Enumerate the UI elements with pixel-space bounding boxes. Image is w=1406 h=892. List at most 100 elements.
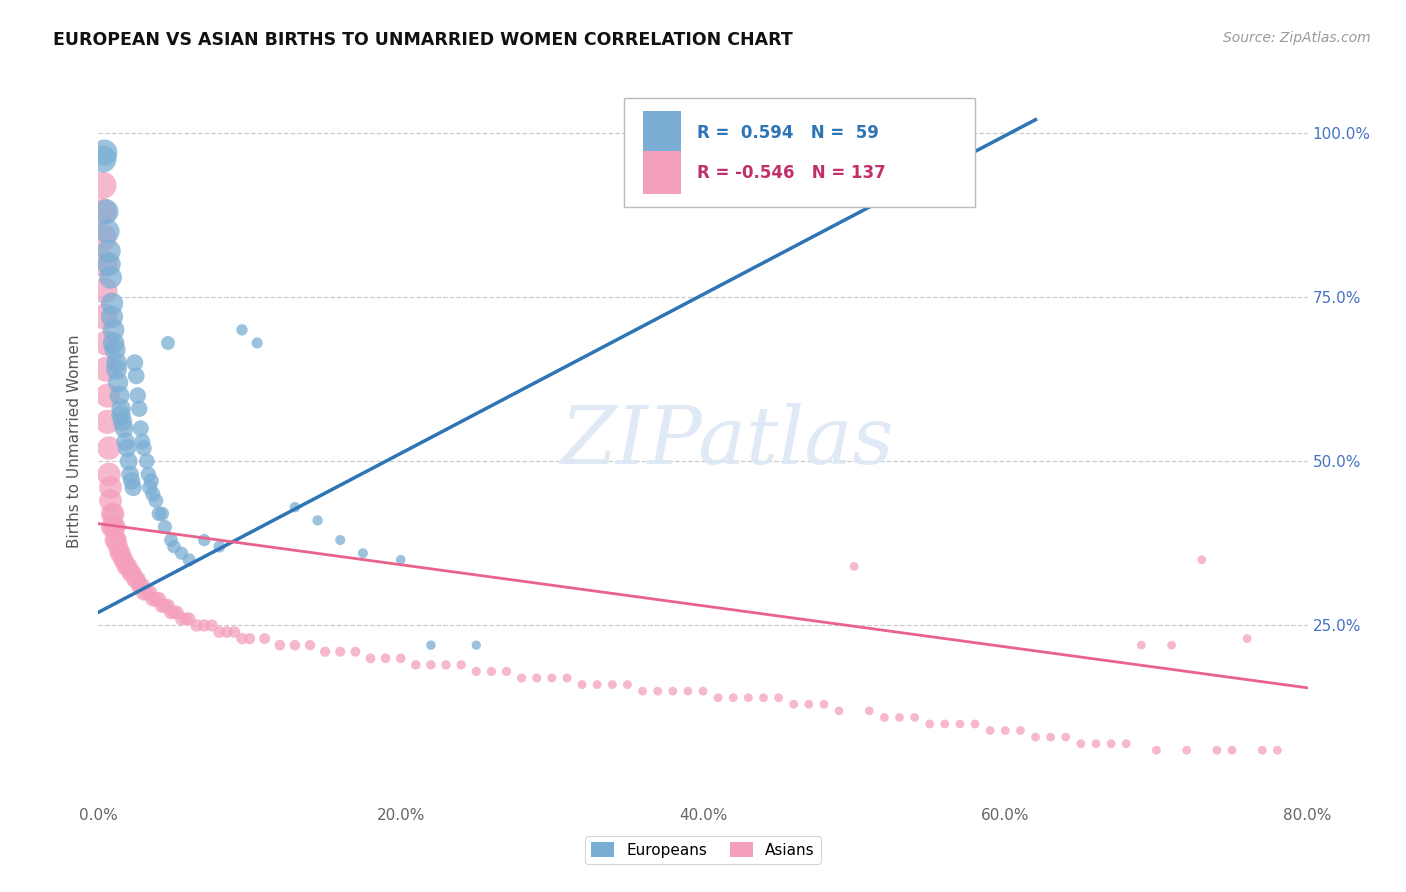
Point: [768, 690, 790, 705]
Point: [96, 224, 118, 238]
Point: [631, 684, 654, 698]
Point: [1130, 638, 1153, 652]
Point: [100, 481, 122, 495]
Point: [526, 671, 548, 685]
Point: [918, 717, 941, 731]
Point: [121, 474, 143, 488]
Point: [131, 579, 153, 593]
Point: [118, 454, 141, 468]
Point: [120, 467, 142, 482]
Point: [121, 566, 143, 580]
Point: [352, 546, 374, 560]
Point: [186, 618, 208, 632]
Point: [904, 710, 927, 724]
Point: [108, 388, 131, 402]
Text: R = -0.546   N = 137: R = -0.546 N = 137: [697, 164, 886, 182]
Point: [100, 493, 122, 508]
Point: [129, 579, 152, 593]
Point: [104, 533, 127, 547]
Point: [115, 559, 138, 574]
Point: [91, 152, 114, 166]
Point: [1070, 737, 1092, 751]
Point: [93, 284, 115, 298]
Point: [160, 605, 183, 619]
Point: [94, 362, 117, 376]
Point: [246, 336, 269, 351]
Point: [148, 592, 170, 607]
Text: EUROPEAN VS ASIAN BIRTHS TO UNMARRIED WOMEN CORRELATION CHART: EUROPEAN VS ASIAN BIRTHS TO UNMARRIED WO…: [53, 31, 793, 49]
Point: [179, 612, 201, 626]
Point: [115, 441, 138, 455]
Point: [360, 651, 382, 665]
Point: [1206, 743, 1229, 757]
Point: [174, 612, 197, 626]
Point: [98, 467, 121, 482]
Point: [1144, 743, 1167, 757]
Point: [495, 665, 517, 679]
Point: [91, 204, 114, 219]
Point: [148, 507, 170, 521]
Point: [93, 257, 115, 271]
Point: [120, 566, 142, 580]
Point: [1085, 737, 1108, 751]
Point: [723, 690, 745, 705]
Point: [828, 704, 851, 718]
Point: [602, 677, 624, 691]
Point: [100, 270, 122, 285]
Point: [103, 520, 125, 534]
Point: [170, 546, 193, 560]
Point: [1099, 737, 1122, 751]
Point: [142, 487, 165, 501]
Point: [1010, 723, 1032, 738]
Point: [1251, 743, 1274, 757]
Point: [434, 657, 457, 672]
Point: [139, 585, 162, 599]
Point: [737, 690, 759, 705]
Point: [125, 573, 148, 587]
Point: [1175, 743, 1198, 757]
Point: [98, 244, 121, 258]
Point: [231, 323, 253, 337]
Point: [112, 553, 135, 567]
Point: [94, 336, 117, 351]
Point: [1236, 632, 1258, 646]
Point: [131, 434, 153, 449]
FancyBboxPatch shape: [643, 112, 682, 154]
Point: [118, 559, 141, 574]
Point: [127, 388, 149, 402]
Point: [104, 343, 127, 357]
Point: [124, 573, 146, 587]
Point: [153, 520, 176, 534]
Point: [103, 323, 125, 337]
Point: [994, 723, 1017, 738]
Point: [374, 651, 396, 665]
Point: [96, 415, 118, 429]
Point: [96, 388, 118, 402]
Y-axis label: Births to Unmarried Women: Births to Unmarried Women: [67, 334, 83, 549]
Point: [101, 507, 124, 521]
Point: [193, 533, 215, 547]
Point: [215, 625, 238, 640]
Point: [979, 723, 1001, 738]
Point: [783, 698, 806, 712]
Point: [103, 507, 125, 521]
Point: [105, 356, 128, 370]
Point: [110, 409, 132, 423]
Point: [163, 605, 186, 619]
Point: [344, 645, 367, 659]
Point: [889, 710, 911, 724]
Point: [150, 507, 173, 521]
Point: [231, 632, 253, 646]
Point: [114, 559, 136, 574]
Point: [107, 540, 129, 554]
Point: [101, 296, 124, 310]
Point: [314, 645, 336, 659]
Point: [101, 310, 124, 324]
Point: [239, 632, 262, 646]
Point: [124, 356, 146, 370]
Point: [949, 717, 972, 731]
Point: [571, 677, 593, 691]
Point: [1220, 743, 1243, 757]
Point: [269, 638, 291, 652]
Point: [145, 592, 167, 607]
